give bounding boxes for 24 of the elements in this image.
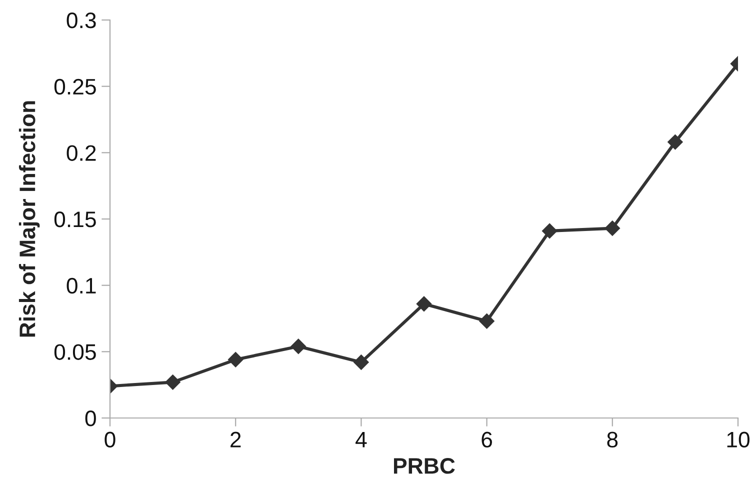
- point: [542, 223, 558, 239]
- point: [479, 314, 494, 329]
- x-tick-label: 8: [607, 432, 618, 448]
- x-tick-label: 0: [104, 432, 116, 448]
- point: [290, 338, 306, 354]
- y-tick-label: 0.25: [54, 78, 96, 95]
- point: [165, 374, 180, 390]
- y-tick-label: 0.2: [66, 145, 96, 161]
- point: [228, 352, 244, 368]
- point: [668, 134, 683, 150]
- y-tick-label: 0.15: [54, 212, 96, 228]
- x-tick-label: 4: [356, 432, 367, 448]
- y-tick-label: 0.1: [66, 278, 96, 294]
- x-tick-label: 10: [727, 432, 750, 448]
- x-axis-title: PRBC: [394, 458, 455, 474]
- x-tick-label: 6: [482, 432, 492, 448]
- y-tick-label: 0.3: [66, 12, 96, 28]
- y-tick-label: 0.05: [54, 344, 96, 360]
- point: [604, 220, 620, 236]
- x-tick-label: 2: [230, 432, 241, 448]
- point: [416, 296, 432, 312]
- point: [354, 354, 369, 370]
- y-tick-label: 0: [85, 410, 96, 426]
- y-axis-title: Risk of Major Infection: [18, 101, 40, 337]
